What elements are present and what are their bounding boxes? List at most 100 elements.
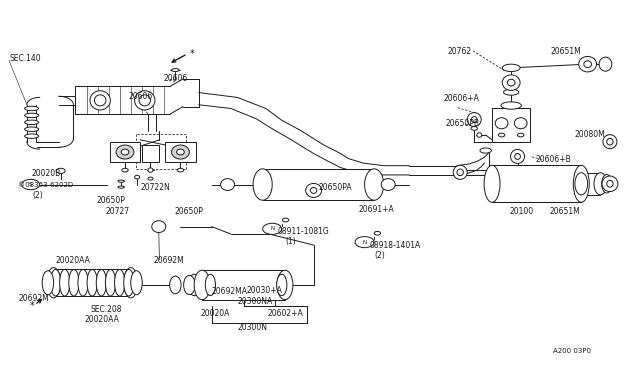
Bar [492, 109, 531, 142]
Text: 08911-1081G: 08911-1081G [278, 227, 330, 235]
Circle shape [355, 237, 374, 248]
Ellipse shape [471, 126, 477, 130]
Text: 20602+A: 20602+A [268, 309, 303, 318]
Ellipse shape [124, 269, 134, 296]
Ellipse shape [573, 165, 589, 202]
Ellipse shape [467, 112, 481, 126]
Text: 20080M: 20080M [575, 130, 605, 139]
Ellipse shape [480, 148, 492, 153]
Ellipse shape [221, 179, 235, 190]
Text: 20606: 20606 [164, 74, 188, 83]
Bar [141, 145, 159, 162]
Text: 20691+A: 20691+A [358, 205, 394, 215]
Text: (2): (2) [32, 191, 43, 200]
Ellipse shape [42, 271, 54, 295]
Ellipse shape [139, 95, 150, 106]
Text: 20606: 20606 [129, 92, 153, 101]
Text: 20727: 20727 [105, 206, 129, 216]
Text: 20300NA: 20300NA [237, 297, 273, 306]
Ellipse shape [118, 186, 124, 188]
Ellipse shape [602, 176, 618, 192]
Ellipse shape [282, 218, 289, 222]
Ellipse shape [365, 169, 384, 200]
Ellipse shape [188, 274, 202, 296]
Text: 20606+A: 20606+A [444, 94, 479, 103]
Ellipse shape [277, 270, 293, 300]
Ellipse shape [95, 95, 106, 106]
Ellipse shape [306, 183, 321, 198]
Text: 20650P: 20650P [97, 196, 126, 205]
Ellipse shape [599, 57, 612, 71]
Ellipse shape [499, 133, 505, 137]
Ellipse shape [96, 269, 106, 296]
Ellipse shape [122, 168, 128, 172]
Text: SEC.140: SEC.140 [9, 54, 41, 63]
Bar [109, 142, 140, 162]
Text: 20692MA: 20692MA [212, 288, 248, 296]
Ellipse shape [124, 267, 138, 298]
Ellipse shape [148, 168, 153, 172]
Ellipse shape [471, 116, 477, 122]
Ellipse shape [374, 231, 381, 235]
Text: 20020AA: 20020AA [84, 315, 119, 324]
Text: 20020B: 20020B [32, 169, 61, 177]
Bar [492, 165, 581, 202]
Text: 20722N: 20722N [140, 183, 170, 192]
Text: SEC.208: SEC.208 [91, 305, 122, 314]
Ellipse shape [504, 89, 519, 95]
Text: 20650PA: 20650PA [319, 183, 353, 192]
Text: N: N [362, 240, 367, 245]
Ellipse shape [118, 180, 124, 182]
Ellipse shape [477, 133, 482, 137]
Text: 20030+A: 20030+A [246, 286, 283, 295]
Text: ©08363-6202D: ©08363-6202D [18, 182, 73, 187]
Text: 20020A: 20020A [200, 309, 230, 318]
Ellipse shape [51, 269, 61, 296]
Ellipse shape [584, 61, 591, 67]
Ellipse shape [502, 75, 520, 90]
Ellipse shape [594, 173, 607, 195]
Text: 20300N: 20300N [237, 323, 267, 331]
Ellipse shape [457, 169, 463, 176]
Ellipse shape [25, 134, 38, 138]
Bar [262, 169, 374, 200]
Ellipse shape [47, 267, 61, 298]
Ellipse shape [172, 145, 189, 159]
Ellipse shape [602, 174, 612, 193]
Ellipse shape [453, 165, 467, 179]
Ellipse shape [253, 169, 272, 200]
Ellipse shape [116, 145, 134, 159]
Text: 20651M: 20651M [550, 47, 581, 56]
Ellipse shape [607, 138, 613, 145]
Ellipse shape [205, 274, 216, 296]
Ellipse shape [25, 127, 38, 131]
Bar [165, 142, 196, 162]
Text: 20650P: 20650P [175, 207, 204, 217]
Ellipse shape [121, 149, 129, 155]
Ellipse shape [518, 133, 524, 137]
Ellipse shape [25, 106, 38, 111]
Ellipse shape [194, 270, 210, 300]
Text: S: S [29, 182, 33, 187]
Ellipse shape [579, 57, 596, 72]
Text: 20020AA: 20020AA [56, 256, 90, 265]
Ellipse shape [56, 168, 65, 173]
Ellipse shape [515, 154, 520, 160]
Text: N: N [270, 226, 275, 231]
Ellipse shape [90, 91, 110, 110]
Ellipse shape [495, 118, 508, 129]
Ellipse shape [170, 276, 181, 294]
Ellipse shape [152, 221, 166, 232]
Ellipse shape [87, 269, 97, 296]
Ellipse shape [310, 187, 317, 193]
Ellipse shape [511, 150, 525, 163]
Text: (2): (2) [374, 251, 385, 260]
Ellipse shape [78, 269, 88, 296]
Text: 20762: 20762 [447, 47, 472, 56]
Ellipse shape [60, 269, 70, 296]
Ellipse shape [172, 68, 179, 71]
Ellipse shape [381, 179, 395, 190]
Text: 08918-1401A: 08918-1401A [370, 241, 421, 250]
Text: (1): (1) [285, 237, 296, 246]
Ellipse shape [68, 269, 79, 296]
